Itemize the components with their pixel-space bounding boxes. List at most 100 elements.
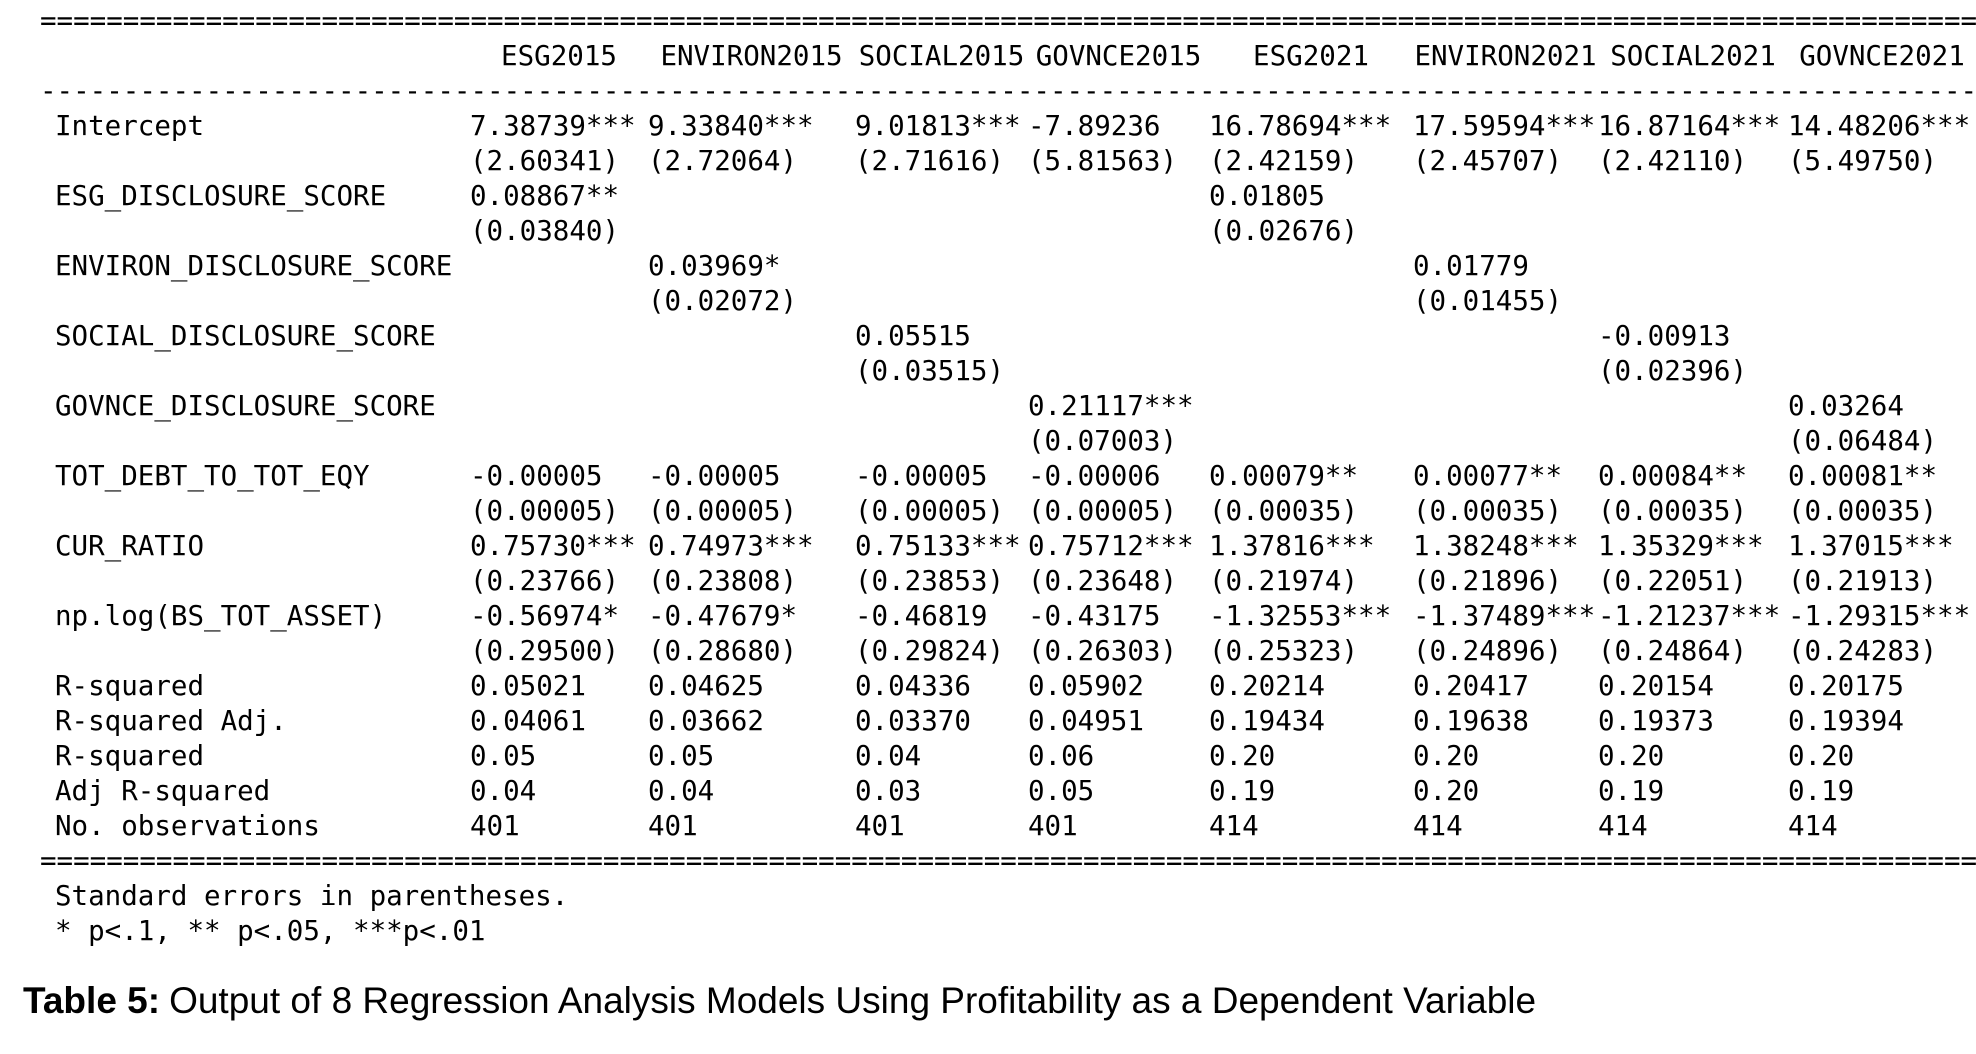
table-cell: 0.74973*** [648,530,814,562]
table-cell: -0.00005 [470,460,603,492]
coefficient-row: SOCIAL_DISCLOSURE_SCORE 0.05515 -0.00913 [40,319,1976,354]
table-cell [1028,354,1209,389]
table-body: Intercept 7.38739*** 9.33840*** 9.01813*** -… [40,109,1976,844]
table-cell: 0.08867** [470,180,620,212]
table-cell: 401 [470,810,520,842]
table-cell [855,284,1028,319]
table-cell [648,179,855,214]
table-cell [470,354,648,389]
table-cell [470,284,648,319]
table-cell: (0.24283) [1788,635,1938,667]
table-cell: -0.43175 [1028,600,1161,632]
stderr-row: (0.00005) (0.00005) (0.00005) (0.00005) (0.0… [40,494,1976,529]
table-cell [1209,354,1413,389]
table-cell: 0.03969* [648,250,781,282]
table-rule-top: ========================================… [40,5,1976,37]
stderr-row: (0.07003) (0.06484) [40,424,1976,459]
row-label: ENVIRON_DISCLOSURE_SCORE [55,250,453,282]
stderr-row: (0.23766) (0.23808) (0.23853) (0.23648) (0.2… [40,564,1976,599]
table-cell: 0.19 [1788,775,1855,807]
table-cell: 0.04951 [1028,705,1144,737]
table-cell: (2.42159) [1209,145,1359,177]
table-caption: Table 5: Output of 8 Regression Analysis … [23,979,1976,1023]
note-standard-errors: Standard errors in parentheses. [55,880,569,912]
row-label [40,354,470,389]
table-cell: 0.05 [470,740,537,772]
table-cell: 0.20 [1413,740,1480,772]
coefficient-row: GOVNCE_DISCLOSURE_SCORE 0.21117*** 0.03264 [40,389,1976,424]
table-cell: 414 [1413,810,1463,842]
row-label: GOVNCE_DISCLOSURE_SCORE [55,390,436,422]
table-cell: 0.03 [855,775,922,807]
table-cell [1598,214,1788,249]
row-label: np.log(BS_TOT_ASSET) [55,600,387,632]
table-cell: 0.06 [1028,740,1095,772]
table-cell: (0.23853) [855,565,1005,597]
row-label: R-squared Adj. [55,705,287,737]
table-cell: (0.00005) [648,495,798,527]
caption-text: Output of 8 Regression Analysis Models U… [169,980,1537,1021]
table-cell: (2.45707) [1413,145,1563,177]
table-cell: -0.46819 [855,600,988,632]
table-cell [648,319,855,354]
table-cell: 414 [1788,810,1838,842]
table-rule-header: ----------------------------------------… [40,75,1976,107]
table-cell: 7.38739*** [470,110,636,142]
table-cell: 0.19638 [1413,705,1529,737]
table-cell [1598,424,1788,459]
table-cell [648,354,855,389]
table-cell [855,424,1028,459]
table-cell: (0.00035) [1598,495,1748,527]
column-header-govnce2021: GOVNCE2021 [1799,40,1965,72]
table-cell [648,214,855,249]
table-cell: (0.01455) [1413,285,1563,317]
coefficient-row: np.log(BS_TOT_ASSET) -0.56974* -0.47679* -0… [40,599,1976,634]
table-cell: (0.02676) [1209,215,1359,247]
table-cell [1028,249,1209,284]
row-label: R-squared [55,740,205,772]
table-cell: -1.21237*** [1598,600,1781,632]
coefficient-row: Intercept 7.38739*** 9.33840*** 9.01813*** -… [40,109,1976,144]
row-label: SOCIAL_DISCLOSURE_SCORE [55,320,436,352]
stat-row: R-squared 0.05 0.05 0.04 0.06 0.20 0.20 0.20 0.2… [40,739,1976,774]
column-header-esg2015: ESG2015 [501,40,617,72]
table-cell: (0.23648) [1028,565,1178,597]
table-cell: 0.04061 [470,705,586,737]
table-cell: 0.05902 [1028,670,1144,702]
stat-row: R-squared Adj. 0.04061 0.03662 0.03370 0.049… [40,704,1976,739]
column-header-esg2021: ESG2021 [1253,40,1369,72]
row-label [40,214,470,249]
table-cell: (0.00035) [1788,495,1938,527]
table-cell [1598,389,1788,424]
table-cell: 0.21117*** [1028,390,1194,422]
table-cell [1788,214,1976,249]
table-cell: 0.01779 [1413,250,1529,282]
table-cell [855,389,1028,424]
row-label: Adj R-squared [55,775,271,807]
table-cell: -7.89236 [1028,110,1161,142]
table-cell: 0.03370 [855,705,971,737]
table-cell [1788,284,1976,319]
table-cell: (0.00005) [1028,495,1178,527]
coefficient-row: CUR_RATIO 0.75730*** 0.74973*** 0.75133*** 0… [40,529,1976,564]
table-cell: 0.20 [1598,740,1665,772]
table-cell: (0.00035) [1413,495,1563,527]
table-cell [1413,214,1598,249]
table-cell: (0.25323) [1209,635,1359,667]
table-cell: 401 [648,810,698,842]
table-cell [470,389,648,424]
table-rule-bottom: ========================================… [40,845,1976,877]
column-header-social2021: SOCIAL2021 [1610,40,1776,72]
row-label [40,284,470,319]
table-cell: (0.03515) [855,355,1005,387]
stat-row: Adj R-squared 0.04 0.04 0.03 0.05 0.19 0.20 0.1… [40,774,1976,809]
table-cell [1028,284,1209,319]
table-cell: 0.19373 [1598,705,1714,737]
table-cell: -0.00006 [1028,460,1161,492]
table-cell: (2.42110) [1598,145,1748,177]
table-cell: 0.20154 [1598,670,1714,702]
table-cell: 0.03264 [1788,390,1904,422]
table-cell [1598,249,1788,284]
table-cell: 0.00081** [1788,460,1938,492]
stat-row: R-squared 0.05021 0.04625 0.04336 0.05902 0.2… [40,669,1976,704]
